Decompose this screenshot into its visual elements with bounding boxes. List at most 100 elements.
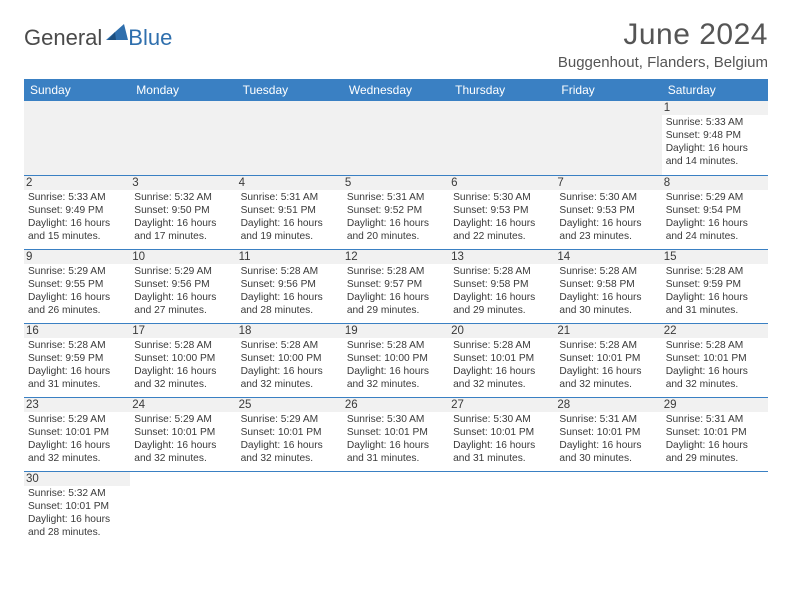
day-cell: 16Sunrise: 5:28 AMSunset: 9:59 PMDayligh… (24, 323, 130, 397)
day-cell (449, 471, 555, 545)
day-number: 4 (237, 176, 343, 190)
day-detail: Sunrise: 5:28 AMSunset: 9:57 PMDaylight:… (347, 265, 445, 317)
day-detail: Sunrise: 5:28 AMSunset: 9:59 PMDaylight:… (28, 339, 126, 391)
day-cell: 7Sunrise: 5:30 AMSunset: 9:53 PMDaylight… (555, 175, 661, 249)
day-detail: Sunrise: 5:31 AMSunset: 10:01 PMDaylight… (559, 413, 657, 465)
day-detail: Sunrise: 5:28 AMSunset: 9:59 PMDaylight:… (666, 265, 764, 317)
day-detail: Sunrise: 5:29 AMSunset: 9:55 PMDaylight:… (28, 265, 126, 317)
day-cell (555, 101, 661, 175)
day-number: 20 (449, 324, 555, 338)
day-number: 12 (343, 250, 449, 264)
day-cell: 23Sunrise: 5:29 AMSunset: 10:01 PMDaylig… (24, 397, 130, 471)
day-number: 22 (662, 324, 768, 338)
day-cell: 11Sunrise: 5:28 AMSunset: 9:56 PMDayligh… (237, 249, 343, 323)
day-detail: Sunrise: 5:29 AMSunset: 9:56 PMDaylight:… (134, 265, 232, 317)
day-cell (24, 101, 130, 175)
day-cell: 27Sunrise: 5:30 AMSunset: 10:01 PMDaylig… (449, 397, 555, 471)
day-detail: Sunrise: 5:28 AMSunset: 9:58 PMDaylight:… (453, 265, 551, 317)
day-cell (237, 101, 343, 175)
day-detail: Sunrise: 5:29 AMSunset: 10:01 PMDaylight… (28, 413, 126, 465)
day-cell: 29Sunrise: 5:31 AMSunset: 10:01 PMDaylig… (662, 397, 768, 471)
day-detail: Sunrise: 5:30 AMSunset: 10:01 PMDaylight… (347, 413, 445, 465)
day-cell (343, 471, 449, 545)
day-detail: Sunrise: 5:28 AMSunset: 10:01 PMDaylight… (666, 339, 764, 391)
day-detail: Sunrise: 5:31 AMSunset: 10:01 PMDaylight… (666, 413, 764, 465)
day-detail: Sunrise: 5:29 AMSunset: 9:54 PMDaylight:… (666, 191, 764, 243)
day-number: 5 (343, 176, 449, 190)
day-detail: Sunrise: 5:28 AMSunset: 10:00 PMDaylight… (347, 339, 445, 391)
day-detail: Sunrise: 5:28 AMSunset: 10:01 PMDaylight… (453, 339, 551, 391)
day-cell: 13Sunrise: 5:28 AMSunset: 9:58 PMDayligh… (449, 249, 555, 323)
day-detail: Sunrise: 5:28 AMSunset: 10:00 PMDaylight… (241, 339, 339, 391)
week-row: 9Sunrise: 5:29 AMSunset: 9:55 PMDaylight… (24, 249, 768, 323)
day-cell: 21Sunrise: 5:28 AMSunset: 10:01 PMDaylig… (555, 323, 661, 397)
location: Buggenhout, Flanders, Belgium (558, 54, 768, 71)
sail-icon (106, 24, 128, 45)
day-number: 2 (24, 176, 130, 190)
day-number: 3 (130, 176, 236, 190)
day-number: 11 (237, 250, 343, 264)
month-title: June 2024 (558, 18, 768, 52)
day-number: 1 (662, 101, 768, 115)
day-number: 21 (555, 324, 661, 338)
day-cell: 25Sunrise: 5:29 AMSunset: 10:01 PMDaylig… (237, 397, 343, 471)
day-cell: 3Sunrise: 5:32 AMSunset: 9:50 PMDaylight… (130, 175, 236, 249)
day-number: 18 (237, 324, 343, 338)
day-cell: 30Sunrise: 5:32 AMSunset: 10:01 PMDaylig… (24, 471, 130, 545)
day-cell (130, 101, 236, 175)
day-cell: 2Sunrise: 5:33 AMSunset: 9:49 PMDaylight… (24, 175, 130, 249)
day-detail: Sunrise: 5:30 AMSunset: 9:53 PMDaylight:… (559, 191, 657, 243)
day-cell: 1Sunrise: 5:33 AMSunset: 9:48 PMDaylight… (662, 101, 768, 175)
weekday-header: Monday (130, 79, 236, 101)
day-cell: 22Sunrise: 5:28 AMSunset: 10:01 PMDaylig… (662, 323, 768, 397)
day-cell (662, 471, 768, 545)
day-number: 7 (555, 176, 661, 190)
day-cell: 9Sunrise: 5:29 AMSunset: 9:55 PMDaylight… (24, 249, 130, 323)
week-row: 16Sunrise: 5:28 AMSunset: 9:59 PMDayligh… (24, 323, 768, 397)
day-detail: Sunrise: 5:33 AMSunset: 9:49 PMDaylight:… (28, 191, 126, 243)
week-row: 23Sunrise: 5:29 AMSunset: 10:01 PMDaylig… (24, 397, 768, 471)
day-cell: 19Sunrise: 5:28 AMSunset: 10:00 PMDaylig… (343, 323, 449, 397)
weekday-header: Tuesday (237, 79, 343, 101)
day-cell: 24Sunrise: 5:29 AMSunset: 10:01 PMDaylig… (130, 397, 236, 471)
day-number: 13 (449, 250, 555, 264)
week-row: 1Sunrise: 5:33 AMSunset: 9:48 PMDaylight… (24, 101, 768, 175)
day-detail: Sunrise: 5:30 AMSunset: 9:53 PMDaylight:… (453, 191, 551, 243)
day-detail: Sunrise: 5:28 AMSunset: 10:00 PMDaylight… (134, 339, 232, 391)
day-cell: 20Sunrise: 5:28 AMSunset: 10:01 PMDaylig… (449, 323, 555, 397)
title-block: June 2024 Buggenhout, Flanders, Belgium (558, 18, 768, 71)
logo: General Blue (24, 18, 172, 51)
day-detail: Sunrise: 5:29 AMSunset: 10:01 PMDaylight… (134, 413, 232, 465)
day-detail: Sunrise: 5:28 AMSunset: 9:58 PMDaylight:… (559, 265, 657, 317)
day-number: 29 (662, 398, 768, 412)
weekday-header: Thursday (449, 79, 555, 101)
day-number: 10 (130, 250, 236, 264)
day-cell: 4Sunrise: 5:31 AMSunset: 9:51 PMDaylight… (237, 175, 343, 249)
weekday-header: Sunday (24, 79, 130, 101)
week-row: 2Sunrise: 5:33 AMSunset: 9:49 PMDaylight… (24, 175, 768, 249)
day-cell: 14Sunrise: 5:28 AMSunset: 9:58 PMDayligh… (555, 249, 661, 323)
day-number: 9 (24, 250, 130, 264)
day-cell: 18Sunrise: 5:28 AMSunset: 10:00 PMDaylig… (237, 323, 343, 397)
day-cell (449, 101, 555, 175)
day-detail: Sunrise: 5:28 AMSunset: 9:56 PMDaylight:… (241, 265, 339, 317)
day-number: 27 (449, 398, 555, 412)
day-cell: 28Sunrise: 5:31 AMSunset: 10:01 PMDaylig… (555, 397, 661, 471)
day-detail: Sunrise: 5:28 AMSunset: 10:01 PMDaylight… (559, 339, 657, 391)
header: General Blue June 2024 Buggenhout, Fland… (24, 18, 768, 71)
logo-word2: Blue (128, 25, 172, 51)
logo-word1: General (24, 25, 102, 51)
day-detail: Sunrise: 5:29 AMSunset: 10:01 PMDaylight… (241, 413, 339, 465)
day-detail: Sunrise: 5:31 AMSunset: 9:51 PMDaylight:… (241, 191, 339, 243)
day-cell: 5Sunrise: 5:31 AMSunset: 9:52 PMDaylight… (343, 175, 449, 249)
day-cell (237, 471, 343, 545)
day-number: 23 (24, 398, 130, 412)
week-row: 30Sunrise: 5:32 AMSunset: 10:01 PMDaylig… (24, 471, 768, 545)
weekday-header: Saturday (662, 79, 768, 101)
day-number: 15 (662, 250, 768, 264)
day-cell: 12Sunrise: 5:28 AMSunset: 9:57 PMDayligh… (343, 249, 449, 323)
day-number: 24 (130, 398, 236, 412)
day-number: 6 (449, 176, 555, 190)
day-number: 19 (343, 324, 449, 338)
day-number: 17 (130, 324, 236, 338)
